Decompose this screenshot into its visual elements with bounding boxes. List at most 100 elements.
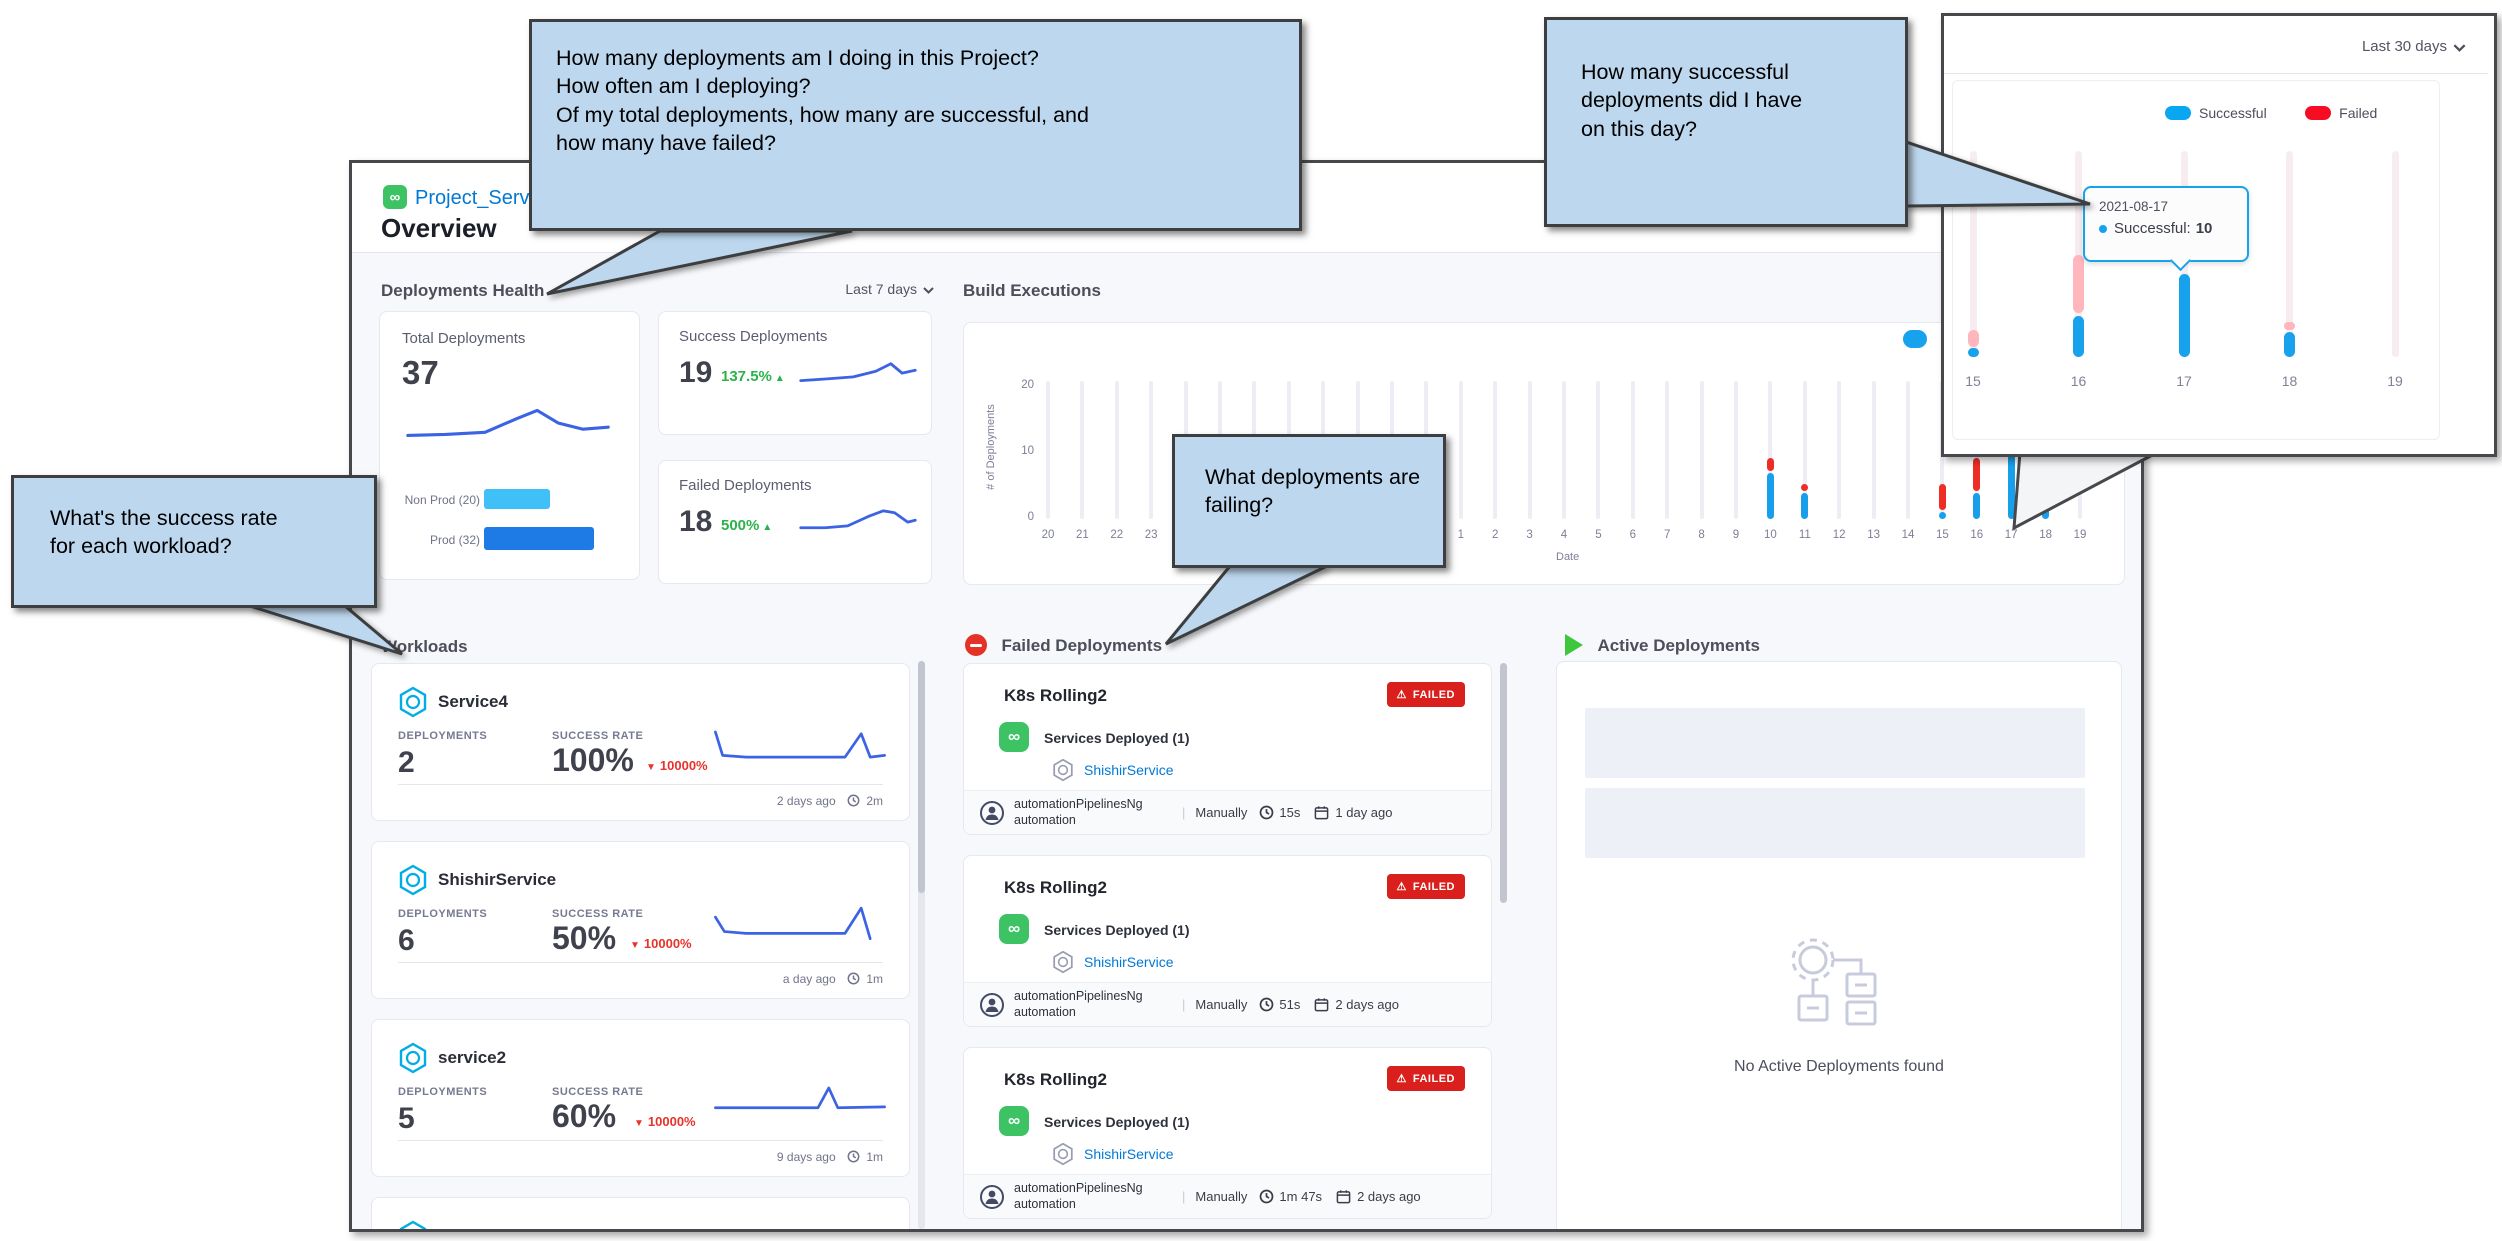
workload-change: 10000% — [646, 758, 708, 773]
pipeline-name[interactable]: K8s Rolling2 — [1004, 1070, 1107, 1089]
health-range-label[interactable]: Last 7 days — [845, 281, 917, 297]
workload-duration: 2m — [866, 794, 883, 808]
deployments-label: DEPLOYMENTS — [398, 908, 488, 920]
placeholder-row — [1585, 788, 2085, 858]
failed-bar[interactable] — [1938, 484, 1946, 511]
clock-icon — [1260, 997, 1274, 1012]
card-divider — [398, 962, 883, 963]
workloads-scrollbar-thumb[interactable] — [918, 661, 925, 893]
failed-scrollbar-thumb[interactable] — [1500, 663, 1507, 903]
workload-rate: 50% — [552, 920, 617, 956]
failed-bar[interactable] — [1967, 330, 1979, 347]
x-tick-label: 23 — [1144, 529, 1158, 541]
successful-bar[interactable] — [1801, 492, 1809, 519]
failed-badge: FAILED — [1386, 1066, 1465, 1091]
failed-card-footer: automationPipelinesNg automation | Manual… — [964, 982, 1491, 1026]
workload-rate: 100% — [552, 742, 634, 778]
placeholder-row — [1585, 708, 2085, 778]
successful-legend-label: Successful — [2199, 105, 2267, 121]
failed-legend-swatch — [2305, 106, 2332, 120]
workload-sparkline — [714, 730, 886, 759]
total-deployments-sparkline — [406, 408, 610, 438]
successful-bar[interactable] — [2284, 332, 2295, 357]
clock-icon — [1260, 1189, 1274, 1204]
y-axis-title: # of Deployments — [985, 404, 997, 490]
failed-bar[interactable] — [2073, 255, 2084, 314]
deployments-label: DEPLOYMENTS — [398, 1086, 488, 1098]
successful-bar[interactable] — [1973, 492, 1981, 519]
failed-bar[interactable] — [1801, 484, 1809, 491]
workload-name[interactable]: service2 — [438, 1048, 507, 1067]
popup-range-select[interactable]: Last 30 days — [2361, 38, 2466, 56]
workload-duration: 1m — [866, 972, 883, 986]
prod-bar[interactable] — [484, 527, 594, 550]
workload-name[interactable]: service3 — [438, 1226, 506, 1229]
tooltip-series-dot — [2099, 224, 2107, 233]
failed-deployments-label: Failed Deployments — [679, 477, 812, 494]
footer-separator: | — [1182, 997, 1186, 1012]
failed-badge: FAILED — [1386, 874, 1465, 899]
service-hexagon-icon — [1053, 1142, 1073, 1166]
workload-sparkline — [714, 1086, 886, 1110]
workload-deployments: 5 — [398, 1102, 415, 1135]
workload-card[interactable]: ShishirService DEPLOYMENTS 6 SUCCESS RAT… — [371, 841, 910, 999]
x-tick-label: 13 — [1867, 529, 1880, 541]
successful-bar[interactable] — [2073, 315, 2084, 357]
x-tick-label: 5 — [1595, 529, 1602, 541]
ytick-10: 10 — [1021, 445, 1034, 457]
workload-sparkline — [714, 906, 872, 941]
failed-deployments-card: Failed Deployments 18 500% — [658, 460, 932, 584]
workloads-title: Workloads — [381, 637, 468, 656]
health-range-select[interactable]: Last 7 days — [784, 281, 934, 299]
x-tick-label: 6 — [1629, 529, 1636, 541]
clock-icon — [847, 794, 860, 807]
services-deployed-label: Services Deployed (1) — [1044, 1114, 1190, 1130]
service-link[interactable]: ShishirService — [1084, 1146, 1174, 1162]
failed-bar[interactable] — [1766, 457, 1774, 471]
successful-bar[interactable] — [1967, 348, 1979, 357]
avatar-icon — [980, 800, 1004, 825]
success-sparkline — [799, 362, 917, 383]
card-divider — [398, 784, 883, 785]
chart-gridline — [1562, 381, 1566, 519]
workload-ago: 9 days ago — [776, 1150, 836, 1164]
x-tick-label: 18 — [2281, 373, 2298, 389]
avatar-icon — [980, 992, 1004, 1017]
service-link[interactable]: ShishirService — [1084, 762, 1174, 778]
nonprod-label: Non Prod (20) — [404, 493, 480, 507]
nonprod-bar[interactable] — [484, 489, 550, 509]
failed-deployment-card[interactable]: K8s Rolling2 FAILED ∞ Services Deployed … — [963, 663, 1492, 835]
failed-bar[interactable] — [1973, 457, 1981, 491]
successful-bar[interactable] — [1766, 472, 1774, 519]
failed-deployment-card[interactable]: K8s Rolling2 FAILED ∞ Services Deployed … — [963, 1047, 1492, 1219]
x-tick-label: 18 — [2039, 529, 2052, 541]
popup-divider — [1944, 73, 2488, 74]
legend: Successful Failed — [2165, 105, 2377, 123]
ytick-20: 20 — [1021, 379, 1034, 391]
workload-card[interactable]: Service4 DEPLOYMENTS 2 SUCCESS RATE 100%… — [371, 663, 910, 821]
execution-duration: 51s — [1279, 997, 1301, 1012]
workload-name[interactable]: ShishirService — [438, 870, 557, 889]
failed-bar[interactable] — [2284, 321, 2295, 331]
service-hexagon-icon — [399, 1220, 427, 1229]
project-name-link[interactable]: Project_ServiceL — [415, 187, 567, 209]
popup-range-label[interactable]: Last 30 days — [2361, 38, 2447, 55]
pipeline-name[interactable]: K8s Rolling2 — [1004, 686, 1107, 705]
successful-bar[interactable] — [2007, 453, 2015, 519]
workload-name[interactable]: Service4 — [438, 692, 508, 711]
services-deployed-icon: ∞ — [999, 914, 1029, 944]
total-deployments-label: Total Deployments — [402, 330, 526, 347]
x-tick-label: 15 — [1965, 373, 1981, 389]
failed-scrollbar[interactable] — [1500, 663, 1507, 1229]
successful-bar[interactable] — [1938, 512, 1946, 519]
x-tick-label: 15 — [1935, 529, 1949, 541]
chevron-down-icon — [923, 287, 934, 294]
workload-card[interactable]: service2 DEPLOYMENTS 5 SUCCESS RATE 60% … — [371, 1019, 910, 1177]
failed-deployment-card[interactable]: K8s Rolling2 FAILED ∞ Services Deployed … — [963, 855, 1492, 1027]
workload-card-partial[interactable]: service3 — [371, 1197, 910, 1229]
successful-bar[interactable] — [2178, 274, 2190, 357]
service-hexagon-icon — [1053, 758, 1073, 782]
workloads-scrollbar[interactable] — [918, 661, 925, 1229]
service-link[interactable]: ShishirService — [1084, 954, 1174, 970]
pipeline-name[interactable]: K8s Rolling2 — [1004, 878, 1107, 897]
